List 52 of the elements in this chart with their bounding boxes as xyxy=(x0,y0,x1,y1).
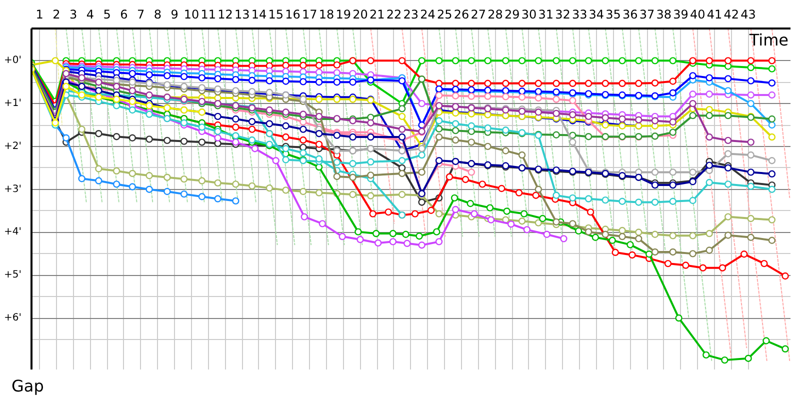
y-tick-label: +6' xyxy=(4,312,22,324)
x-tick-label: 7 xyxy=(137,8,145,22)
x-tick-label: 33 xyxy=(572,8,588,22)
x-tick-label: 42 xyxy=(724,8,740,22)
x-tick-label: 28 xyxy=(488,8,503,22)
x-tick-label: 27 xyxy=(470,8,486,22)
x-tick-label: 5 xyxy=(103,8,111,22)
x-tick-label: 15 xyxy=(268,8,284,22)
x-tick-label: 37 xyxy=(639,8,655,22)
x-tick-label: 38 xyxy=(656,8,672,22)
x-tick-label: 39 xyxy=(673,8,688,22)
y-tick-label: +5' xyxy=(4,270,22,281)
x-tick-label: 23 xyxy=(403,8,418,22)
x-tick-label: 26 xyxy=(454,8,470,22)
x-tick-label: 34 xyxy=(588,8,604,22)
x-tick-label: 14 xyxy=(251,8,267,22)
x-tick-label: 17 xyxy=(302,8,318,22)
x-tick-label: 31 xyxy=(538,8,554,22)
x-tick-label: 21 xyxy=(369,8,385,22)
x-tick-label: 18 xyxy=(318,8,334,22)
x-tick-label: 41 xyxy=(706,8,722,22)
x-tick-label: 2 xyxy=(52,8,60,22)
y-tick-label: +3' xyxy=(4,184,22,195)
x-tick-label: 8 xyxy=(154,8,162,22)
x-tick-label: 10 xyxy=(184,8,200,22)
x-tick-label: 32 xyxy=(555,8,570,22)
x-tick-label: 20 xyxy=(352,8,368,22)
x-tick-label: 29 xyxy=(504,8,520,22)
x-tick-label: 24 xyxy=(420,8,436,22)
x-tick-label: 6 xyxy=(120,8,128,22)
x-tick-label: 9 xyxy=(170,8,178,22)
x-tick-label: 11 xyxy=(200,8,216,22)
x-tick-label: 22 xyxy=(386,8,402,22)
x-tick-label: 1 xyxy=(36,8,44,22)
x-tick-label: 25 xyxy=(436,8,452,22)
x-tick-label: 30 xyxy=(521,8,537,22)
y-tick-label: +1' xyxy=(4,98,22,110)
y-tick-label: +0' xyxy=(4,55,22,66)
y-axis-title: Gap xyxy=(12,376,44,396)
x-tick-label: 43 xyxy=(740,8,756,22)
y-tick-label: +4' xyxy=(4,226,22,238)
x-tick-label: 13 xyxy=(234,8,250,22)
x-tick-label: 19 xyxy=(336,8,351,22)
x-tick-label: 40 xyxy=(690,8,706,22)
x-tick-label: 36 xyxy=(622,8,638,22)
y-tick-label: +2' xyxy=(4,140,22,152)
x-tick-label: 35 xyxy=(606,8,621,22)
x-tick-label: 3 xyxy=(70,8,78,22)
x-tick-label: 12 xyxy=(218,8,233,22)
x-tick-label: 16 xyxy=(285,8,300,22)
x-tick-label: 4 xyxy=(86,8,94,22)
x-axis-title: Time xyxy=(748,30,788,50)
